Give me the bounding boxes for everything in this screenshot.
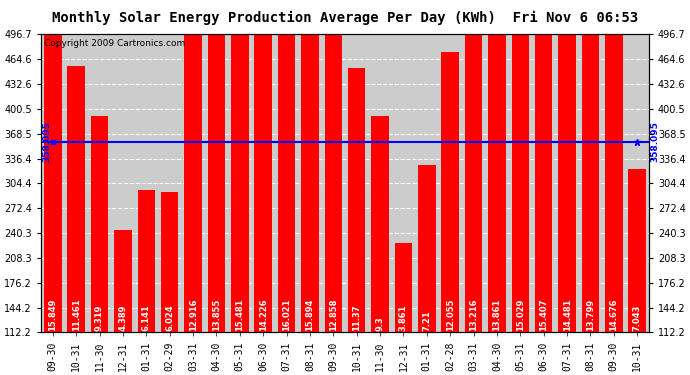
Text: 7.043: 7.043 bbox=[633, 304, 642, 331]
Text: Copyright 2009 Cartronics.com: Copyright 2009 Cartronics.com bbox=[44, 39, 186, 48]
Text: 12.916: 12.916 bbox=[188, 298, 197, 331]
Bar bbox=[137, 190, 155, 332]
Text: 15.029: 15.029 bbox=[516, 298, 525, 331]
Text: 358.095: 358.095 bbox=[42, 122, 51, 162]
Bar bbox=[68, 66, 85, 332]
Text: 16.021: 16.021 bbox=[282, 298, 291, 331]
Bar bbox=[324, 33, 342, 332]
Text: 13.799: 13.799 bbox=[586, 299, 595, 331]
Bar bbox=[161, 192, 179, 332]
Bar bbox=[348, 68, 366, 332]
Bar bbox=[371, 116, 389, 332]
Bar bbox=[44, 0, 61, 332]
Text: 3.861: 3.861 bbox=[399, 304, 408, 331]
Bar bbox=[511, 0, 529, 332]
Text: 13.861: 13.861 bbox=[493, 298, 502, 331]
Text: 13.216: 13.216 bbox=[469, 298, 478, 331]
Bar bbox=[114, 230, 132, 332]
Bar bbox=[208, 10, 225, 332]
Bar bbox=[535, 0, 553, 332]
Text: 15.481: 15.481 bbox=[235, 298, 244, 331]
Bar bbox=[489, 10, 506, 332]
Text: 12.858: 12.858 bbox=[329, 298, 338, 331]
Text: 9.319: 9.319 bbox=[95, 304, 104, 331]
Text: 15.407: 15.407 bbox=[539, 298, 549, 331]
Text: 4.389: 4.389 bbox=[119, 304, 128, 331]
Text: 15.894: 15.894 bbox=[306, 298, 315, 331]
Bar bbox=[255, 2, 272, 332]
Bar bbox=[278, 0, 295, 332]
Text: 6.024: 6.024 bbox=[165, 304, 174, 331]
Text: 11.461: 11.461 bbox=[72, 298, 81, 331]
Bar bbox=[465, 25, 482, 332]
Bar bbox=[184, 32, 201, 332]
Bar bbox=[442, 52, 459, 332]
Text: 11.37: 11.37 bbox=[352, 304, 361, 331]
Bar bbox=[91, 116, 108, 332]
Text: 14.481: 14.481 bbox=[562, 298, 571, 331]
Text: 6.141: 6.141 bbox=[141, 304, 151, 331]
Bar bbox=[395, 243, 412, 332]
Text: 13.855: 13.855 bbox=[212, 298, 221, 331]
Text: 7.21: 7.21 bbox=[422, 310, 431, 331]
Bar bbox=[231, 0, 248, 332]
Bar bbox=[629, 169, 646, 332]
Bar bbox=[605, 0, 622, 332]
Bar bbox=[418, 165, 435, 332]
Text: Monthly Solar Energy Production Average Per Day (KWh)  Fri Nov 6 06:53: Monthly Solar Energy Production Average … bbox=[52, 11, 638, 26]
Text: 14.676: 14.676 bbox=[609, 298, 618, 331]
Bar bbox=[582, 12, 599, 332]
Text: 12.055: 12.055 bbox=[446, 298, 455, 331]
Text: 9.3: 9.3 bbox=[375, 316, 384, 331]
Bar bbox=[301, 0, 319, 332]
Text: 14.226: 14.226 bbox=[259, 298, 268, 331]
Text: 358.095: 358.095 bbox=[650, 122, 659, 162]
Text: 15.849: 15.849 bbox=[48, 298, 57, 331]
Bar bbox=[558, 0, 576, 332]
